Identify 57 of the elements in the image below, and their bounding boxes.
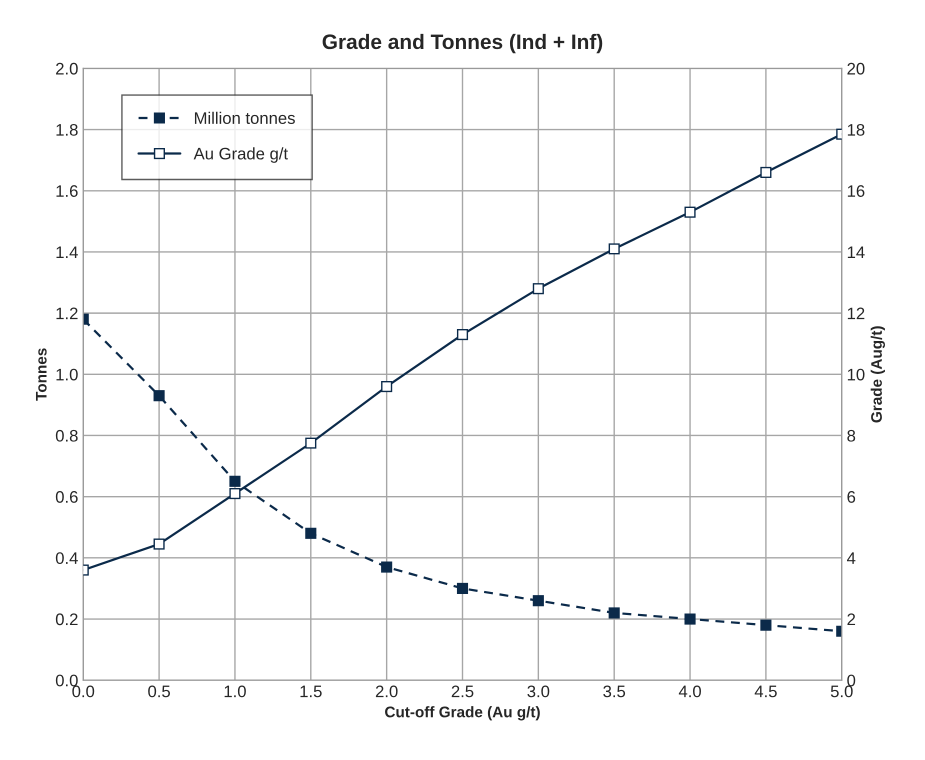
y-tick-label: 2.0 — [56, 62, 78, 75]
y2-tick-label: 8 — [847, 430, 856, 442]
point — [305, 528, 316, 539]
y2-tick-label: 18 — [848, 124, 864, 136]
point — [684, 206, 696, 218]
x-tick-label: 2.5 — [452, 686, 474, 698]
x-tick-label: 1.0 — [224, 686, 246, 698]
point — [154, 538, 165, 550]
y2-tick-label: 6 — [847, 491, 856, 503]
point — [684, 613, 696, 625]
x-tick-label: 5.0 — [830, 686, 853, 698]
x-tick-label: 1.5 — [300, 686, 322, 698]
x-tick-label: 4.0 — [678, 686, 701, 698]
y2-tick-label: 2 — [847, 613, 856, 626]
y-tick-label: 1.6 — [56, 185, 78, 197]
point — [381, 380, 392, 392]
y2-tick-label: 20 — [847, 62, 864, 75]
x-tick-label: 3.5 — [603, 686, 626, 698]
x-tick-label: 3.0 — [527, 686, 550, 698]
y-tick-label: 0.4 — [56, 552, 78, 564]
y-tick-label: 0.8 — [56, 430, 78, 442]
y-axis-title: Tonnes — [36, 348, 47, 401]
y-tick-label: 1.2 — [56, 308, 78, 320]
point — [608, 243, 620, 254]
x-tick-label: 0.0 — [72, 686, 94, 698]
y2-tick-label: 4 — [846, 552, 856, 564]
point — [760, 620, 772, 631]
point — [305, 438, 316, 449]
x-tick-label: 4.5 — [754, 686, 777, 698]
x-tick-label: 0.5 — [148, 686, 170, 698]
y-tick-label: 0.2 — [56, 613, 78, 626]
y2-axis-title: Grade (Aug/t) — [870, 326, 886, 422]
legend-label: Au Grade g/t — [194, 147, 288, 163]
y-tick-label: 1.4 — [56, 246, 78, 258]
y-tick-label: 0.0 — [56, 674, 78, 686]
point — [154, 390, 165, 402]
y-tick-label: 0.6 — [56, 491, 78, 503]
y2-tick-label: 14 — [848, 246, 865, 258]
chart-title: Grade and Tonnes (Ind + Inf) — [322, 34, 602, 54]
point — [229, 476, 241, 487]
point — [532, 283, 544, 294]
point — [760, 166, 772, 178]
y2-tick-label: 16 — [848, 185, 864, 197]
y2-tick-label: 0 — [847, 674, 856, 686]
point — [456, 582, 468, 594]
y2-tick-label: 10 — [848, 368, 864, 381]
legend-label: Million tonnes — [194, 112, 295, 124]
point — [532, 595, 544, 606]
x-axis-title: Cut-off Grade (Au g/t) — [385, 706, 540, 720]
point — [229, 488, 241, 500]
y-tick-label: 1.8 — [56, 124, 78, 136]
y2-tick-label: 12 — [848, 308, 864, 320]
x-tick-label: 2.0 — [376, 686, 398, 698]
point — [608, 607, 620, 618]
y-tick-label: 1.0 — [56, 368, 78, 381]
point — [381, 561, 392, 573]
point — [456, 328, 468, 340]
